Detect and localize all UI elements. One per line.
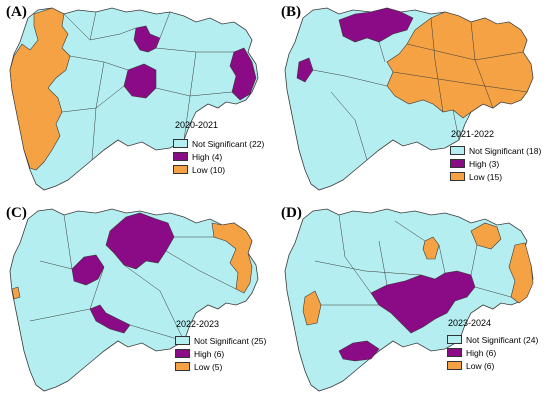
year-label: 2022-2023 [176,319,220,329]
legend-item: High (3) [450,157,541,170]
legend-swatch [173,152,188,161]
legend-swatch [173,165,188,174]
region-high [123,63,157,99]
legend-swatch [173,139,188,148]
region-high [105,212,175,270]
region-low [386,11,534,119]
map-d [284,208,534,392]
legend: Not Significant (24) High (6) Low (6) [447,333,538,372]
legend-swatch [450,172,465,181]
panel-d: (D) 2023-2024 Not Significant (24) High … [275,201,550,402]
region-low [302,290,322,326]
legend-item: Low (15) [450,170,541,183]
panel-letter: (C) [6,205,27,221]
region-low [211,222,253,294]
legend-swatch [450,159,465,168]
legend-item: Not Significant (18) [450,144,541,157]
map-b [284,7,534,191]
legend-item: Low (10) [173,163,264,176]
region-high [229,47,257,101]
legend: Not Significant (18) High (3) Low (15) [450,144,541,183]
year-label: 2023-2024 [448,318,492,328]
legend-swatch [447,335,462,344]
region-high [71,254,105,286]
legend: Not Significant (22) High (4) Low (10) [173,137,264,176]
legend-item: Not Significant (22) [173,137,264,150]
panel-letter: (A) [6,4,27,20]
legend-item: Low (5) [175,360,266,373]
legend-item: Low (6) [447,359,538,372]
year-label: 2021-2022 [451,129,495,139]
panel-c: (C) 2022-2023 Not Significant (25) High … [0,201,275,402]
legend-item: High (4) [173,150,264,163]
panel-letter: (D) [281,205,302,221]
year-label: 2020-2021 [175,120,219,130]
legend-swatch [447,361,462,370]
legend-item: Not Significant (25) [175,334,266,347]
map-a [9,7,259,191]
legend-item: High (6) [447,346,538,359]
region-high [338,340,380,362]
legend-swatch [175,336,190,345]
legend-item: Not Significant (24) [447,333,538,346]
legend-item: High (6) [175,347,266,360]
region-low [11,286,21,300]
panel-a: (A) 2020-2021 Not Significant (22) High … [0,0,275,201]
region-high [338,7,414,43]
legend-swatch [447,348,462,357]
legend-swatch [175,349,190,358]
panel-letter: (B) [281,4,301,20]
legend: Not Significant (25) High (6) Low (5) [175,334,266,373]
region-high [296,57,314,83]
map-c [9,208,259,392]
region-low [422,236,440,260]
panel-b: (B) 2021-2022 Not Significant (18) High … [275,0,550,201]
legend-swatch [175,362,190,371]
region-low [508,242,534,304]
region-low [9,7,71,171]
legend-swatch [450,146,465,155]
